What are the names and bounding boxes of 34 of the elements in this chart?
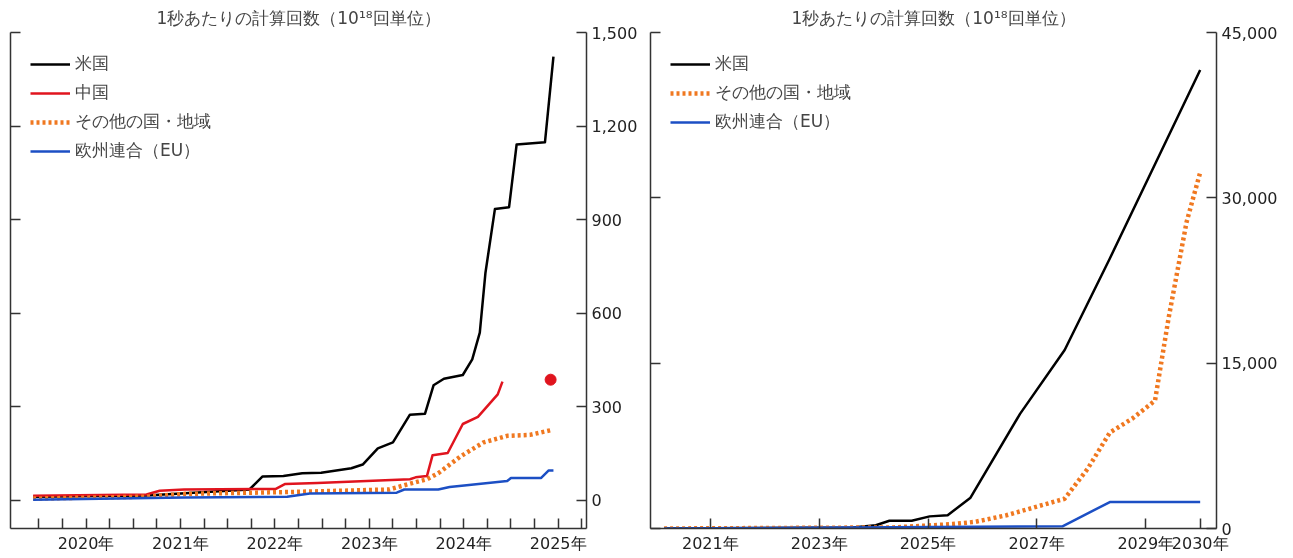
y-tick-label: 45,000 xyxy=(1221,23,1278,43)
x-tick-label: 2023年 xyxy=(340,533,398,553)
legend-label: 欧州連合（EU） xyxy=(75,139,201,162)
y-tick-label: 600 xyxy=(591,304,623,324)
x-tick-label: 2025年 xyxy=(529,533,587,553)
x-tick-label: 2025年 xyxy=(899,533,957,553)
y-tick-label: 0 xyxy=(1221,519,1232,539)
line-series xyxy=(31,380,504,497)
legend-label: 米国 xyxy=(75,52,109,75)
line-series xyxy=(30,427,553,501)
legend-label: 米国 xyxy=(715,52,749,75)
legend-label: 中国 xyxy=(75,81,109,104)
x-tick-label: 2022年 xyxy=(246,533,304,553)
x-tick-label: 2027年 xyxy=(1008,533,1066,553)
x-tick-label: 2021年 xyxy=(152,533,209,553)
y-tick-label: 300 xyxy=(591,397,623,417)
x-tick-label: 2021年 xyxy=(682,533,739,553)
line-series xyxy=(31,469,555,502)
chart-title: 1秒あたりの計算回数（10¹⁸回単位） xyxy=(791,7,1076,28)
y-tick-label: 1,500 xyxy=(591,23,638,43)
y-tick-label: 900 xyxy=(591,210,623,230)
legend-label: その他の国・地域 xyxy=(75,110,211,133)
x-tick-label: 2029年 xyxy=(1117,533,1175,553)
y-tick-label: 1,200 xyxy=(591,117,638,137)
x-tick-label: 2023年 xyxy=(790,533,848,553)
x-tick-label: 2020年 xyxy=(57,533,115,553)
line-series xyxy=(661,170,1203,529)
y-tick-label: 0 xyxy=(591,491,602,511)
x-tick-label: 2024年 xyxy=(435,533,493,553)
chart-title: 1秒あたりの計算回数（10¹⁸回単位） xyxy=(156,7,441,28)
y-tick-label: 15,000 xyxy=(1221,354,1278,374)
y-tick-label: 30,000 xyxy=(1221,188,1278,208)
legend-label: その他の国・地域 xyxy=(715,81,851,104)
legend-label: 欧州連合（EU） xyxy=(715,110,841,133)
